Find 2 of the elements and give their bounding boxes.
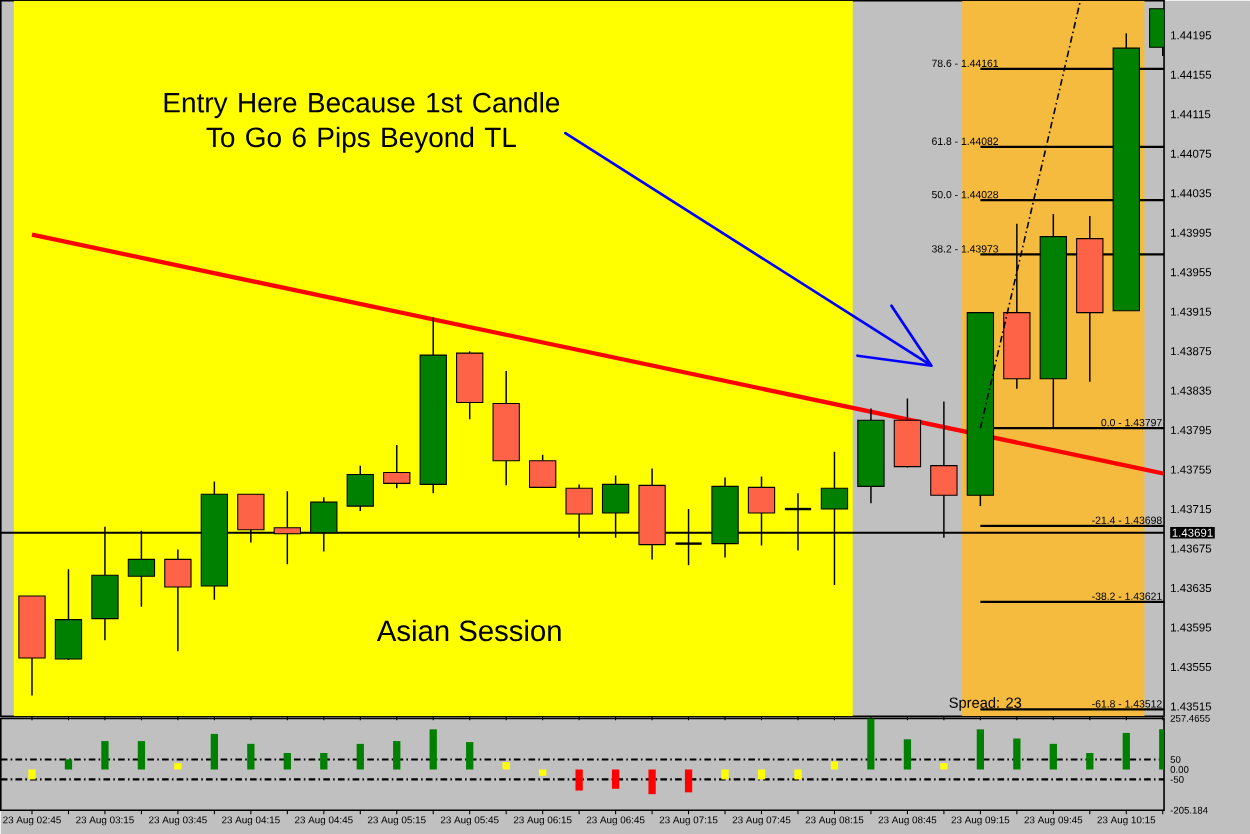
annotation: Entry Here Because 1st Candle To Go 6 Pips Beyond TL: [164, 91, 560, 153]
band-label: Asian Session: [376, 619, 561, 642]
